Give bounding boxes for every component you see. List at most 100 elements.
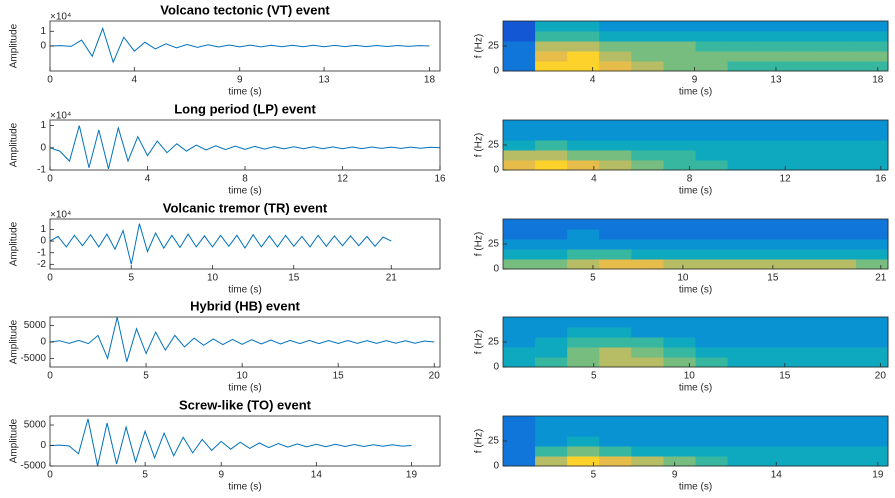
spectrogram-cell <box>727 160 761 171</box>
spectrogram-cell <box>567 416 600 427</box>
spectrogram-cell <box>631 259 664 270</box>
spectrogram-cell <box>823 31 857 42</box>
spectrogram-cell <box>599 31 632 42</box>
spectrogram-cell <box>759 219 793 230</box>
spectrogram-cell <box>791 239 825 250</box>
spectrogram-cell <box>695 229 729 240</box>
x-tick-label: 14 <box>311 470 323 481</box>
y-axis-label: f (Hz) <box>474 330 485 354</box>
spectrogram-cell <box>759 259 793 270</box>
spectrogram-cell <box>599 259 632 270</box>
spectrogram-cell <box>695 140 729 151</box>
exponent-label: ×10⁴ <box>50 111 71 122</box>
spectrogram-cell <box>823 219 857 230</box>
y-tick-label: 0 <box>493 362 499 373</box>
spectrogram-cell <box>631 416 664 427</box>
spectrogram-cell <box>631 327 664 338</box>
spectrogram-cell <box>535 337 568 348</box>
spectrogram-cell <box>631 317 664 328</box>
spectrogram-cell <box>855 61 889 72</box>
spectrogram-cell <box>503 41 536 52</box>
spectrogram-cell <box>727 140 761 151</box>
y-tick-label: 25 <box>488 436 500 447</box>
spectrogram-cell <box>631 150 664 161</box>
spectrogram-cell <box>567 259 600 270</box>
spectrogram-cell <box>631 426 664 437</box>
spectrogram-cell <box>663 229 696 240</box>
y-tick-label: 25 <box>488 41 500 52</box>
spectrogram-cell <box>823 446 857 457</box>
spectrogram-cell <box>695 219 729 230</box>
spectrogram-cell <box>503 219 536 230</box>
spectrogram-cell <box>631 347 664 358</box>
spectrogram-cell <box>535 229 568 240</box>
spectrogram-cell <box>727 426 761 437</box>
spectrogram-cell <box>855 317 889 328</box>
spectrogram-cell <box>599 219 632 230</box>
waveform <box>49 317 435 362</box>
spectrogram-cell <box>727 21 761 32</box>
spectrogram-cell <box>599 436 632 447</box>
spectrogram-cell <box>599 327 632 338</box>
x-tick-label: 8 <box>242 174 248 185</box>
spectrogram-cell <box>535 41 568 52</box>
spectrogram-cell <box>567 249 600 260</box>
y-tick-label: 0 <box>493 165 499 176</box>
spectrogram-cell <box>695 456 729 467</box>
spectrogram-cell <box>599 337 632 348</box>
spectrogram-cell <box>695 317 729 328</box>
spectrogram-cell <box>503 31 536 42</box>
spectrogram-cell <box>503 337 536 348</box>
spectrogram-cell <box>759 426 793 437</box>
x-tick-label: 4 <box>590 75 596 86</box>
spectrogram-cell <box>727 51 761 62</box>
y-axis-label: f (Hz) <box>474 133 485 157</box>
x-tick-label: 10 <box>237 371 249 382</box>
spectrogram-cell <box>695 120 729 131</box>
spectrogram-cell <box>695 436 729 447</box>
y-tick-label: 0 <box>493 66 499 77</box>
x-tick-label: 5 <box>143 371 149 382</box>
spectrogram-cell <box>663 446 696 457</box>
spectrogram-cell <box>631 436 664 447</box>
x-tick-label: 21 <box>386 273 398 284</box>
spectrogram-cell <box>567 41 600 52</box>
spectrogram-cell <box>855 140 889 151</box>
spectrogram-cell <box>663 51 696 62</box>
y-tick-label: 0 <box>40 41 46 52</box>
spectrogram-cell <box>727 436 761 447</box>
spectrogram-cell <box>503 51 536 62</box>
spectrogram-cell <box>631 140 664 151</box>
spectrogram-cell <box>663 249 696 260</box>
spectrogram-cell <box>855 347 889 358</box>
spectrogram-cell <box>791 229 825 240</box>
x-tick-label: 0 <box>47 75 53 86</box>
spectrogram-cell <box>663 327 696 338</box>
spectrogram-cell <box>695 357 729 368</box>
spectrogram-cell <box>855 41 889 52</box>
x-tick-label: 13 <box>318 75 330 86</box>
spectrogram-cell <box>663 416 696 427</box>
spectrogram-cell <box>535 150 568 161</box>
spectrogram-cell <box>631 130 664 141</box>
spectrogram-cell <box>535 456 568 467</box>
waveform <box>49 418 412 467</box>
y-tick-label: 0 <box>40 236 46 247</box>
spectrogram-cell <box>535 249 568 260</box>
spectrogram-cell <box>759 357 793 368</box>
exponent-label: ×10⁴ <box>50 12 71 23</box>
spectrogram-cell <box>599 239 632 250</box>
spectrogram-cell <box>631 21 664 32</box>
x-tick-label: 4 <box>591 174 597 185</box>
spectrogram-cell <box>599 120 632 131</box>
x-tick-label: 8 <box>687 174 693 185</box>
y-axis-label: Amplitude <box>9 418 20 463</box>
chart-title: Volcano tectonic (VT) event <box>160 2 330 17</box>
spectrogram-cell <box>759 150 793 161</box>
plot-frame <box>49 119 441 171</box>
x-axis-label: time (s) <box>228 285 261 296</box>
spectrogram-cell <box>663 426 696 437</box>
x-axis-label: time (s) <box>679 482 712 493</box>
spectrogram-cell <box>855 130 889 141</box>
y-axis-label: f (Hz) <box>474 232 485 256</box>
